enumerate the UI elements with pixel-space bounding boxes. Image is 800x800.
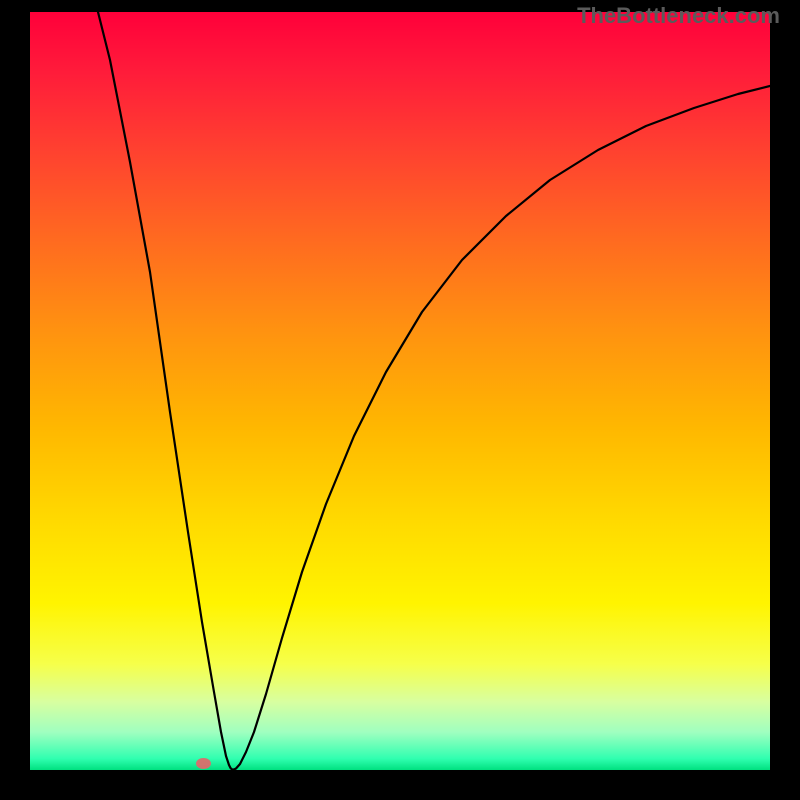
watermark-text: TheBottleneck.com [577, 3, 780, 29]
curve-path [98, 12, 770, 770]
optimal-point-marker [196, 758, 211, 769]
plot-area [30, 12, 770, 770]
chart-container: TheBottleneck.com [0, 0, 800, 800]
bottleneck-curve [30, 12, 770, 770]
